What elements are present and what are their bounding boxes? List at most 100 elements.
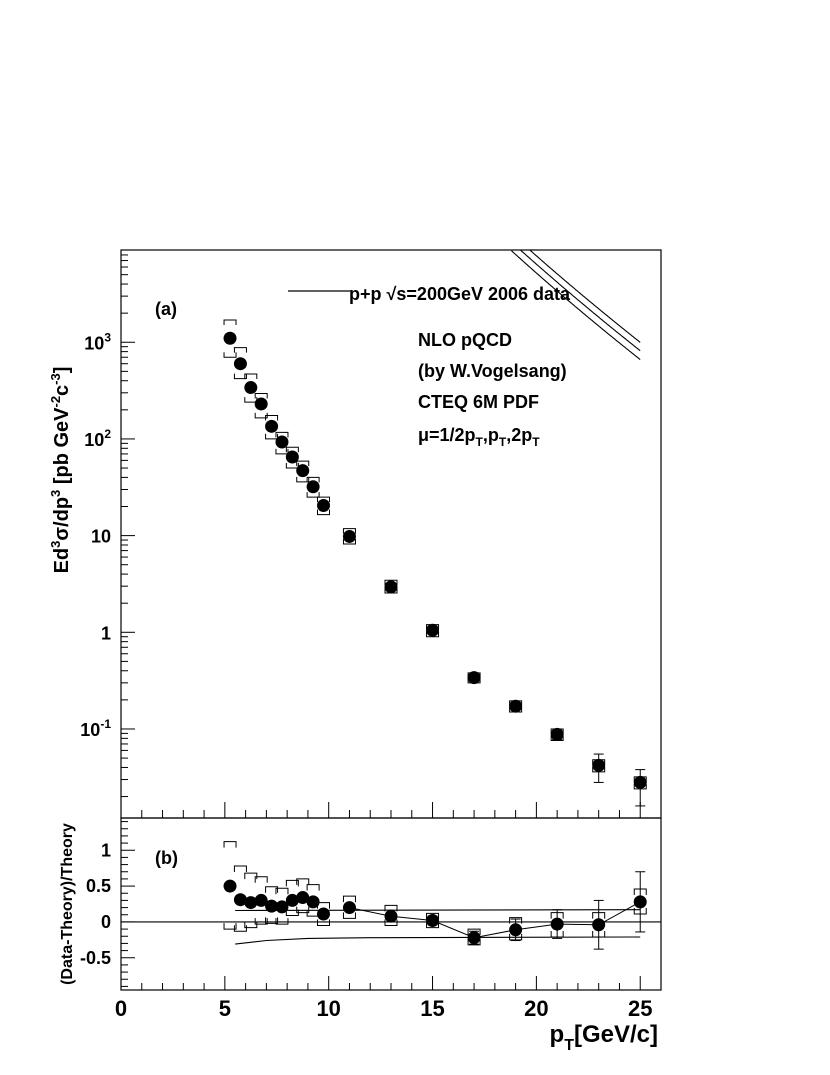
data-point xyxy=(384,580,398,594)
ratio-data-point xyxy=(509,923,523,937)
data-point xyxy=(426,623,440,637)
ratio-sys-bracket-top xyxy=(384,904,398,912)
sqrt-sign: √ xyxy=(387,284,397,304)
ratio-sys-bracket-top xyxy=(244,872,258,880)
panel-b-y-axis-title: (Data-Theory)/Theory xyxy=(59,823,76,985)
y-tick-base: 10 xyxy=(91,527,111,547)
ratio-data-point xyxy=(223,879,237,893)
legend-theory-3: CTEQ 6M PDF xyxy=(418,392,539,412)
ratio-sys-bracket-top xyxy=(509,917,523,924)
panel-b-y-tick-label: 1 xyxy=(101,840,111,860)
panel-a-frame xyxy=(120,249,662,819)
panel-b-y-tick-label: 0 xyxy=(101,912,111,932)
ratio-sys-bracket-bottom xyxy=(426,921,440,929)
sys-error-bracket-top xyxy=(306,476,320,483)
ratio-sys-bracket-top xyxy=(467,928,481,936)
ratio-sys-bracket-top xyxy=(342,895,356,903)
legend: p+p √s=200GeV 2006 data NLO pQCD (by W.V… xyxy=(288,284,571,449)
sys-error-bracket-bottom xyxy=(317,509,330,516)
ratio-sys-bracket-top xyxy=(285,879,299,887)
panel-a-y-tick-label: 102 xyxy=(84,427,111,450)
theory-curve-1 xyxy=(529,249,641,343)
ratio-data-point xyxy=(342,901,356,915)
scale-band-upper xyxy=(235,909,641,912)
scale-sub1: T xyxy=(476,435,484,449)
sys-error-bracket-bottom xyxy=(285,463,299,469)
x-axis-title-sub: T xyxy=(564,1037,574,1054)
ratio-data-point xyxy=(426,913,440,927)
y-tick-base: 10 xyxy=(80,720,100,740)
ya-sup4: -3 xyxy=(48,373,63,385)
sys-error-bracket-top xyxy=(317,496,330,503)
panel-b-y-tick-label: 0.5 xyxy=(86,876,111,896)
ratio-sys-bracket-top xyxy=(254,876,268,883)
sys-error-bracket-top xyxy=(296,460,310,467)
sys-error-bracket-top xyxy=(285,446,299,453)
sys-error-bracket-bottom xyxy=(265,433,279,440)
ratio-sys-bracket-top xyxy=(426,912,440,920)
ratio-data-point xyxy=(317,907,330,921)
sys-error-bracket-top xyxy=(384,579,398,586)
ratio-data-point xyxy=(244,896,258,910)
panel-a-y-axis-title: Ed3σ/dp3 [pb GeV-2c-3] xyxy=(48,367,73,574)
data-point xyxy=(342,529,356,543)
panel-a-label: (a) xyxy=(155,299,177,319)
ratio-data-point xyxy=(467,931,481,945)
data-point xyxy=(275,435,289,449)
ratio-data-point xyxy=(265,899,279,913)
sys-error-bracket-bottom xyxy=(233,373,247,380)
sys-error-bracket-top xyxy=(265,414,279,421)
x-tick-label: 15 xyxy=(420,996,444,1021)
sys-error-bracket-bottom xyxy=(275,448,289,455)
ratio-data-point xyxy=(633,895,647,909)
ratio-sys-bracket-top xyxy=(275,887,289,895)
sys-error-bracket-top xyxy=(233,347,247,353)
panel-b-y-tick-label: -0.5 xyxy=(80,948,111,968)
ya-sup3: -2 xyxy=(48,396,63,408)
legend-data-entry: p+p √s=200GeV 2006 data xyxy=(349,284,571,304)
sys-error-bracket-top xyxy=(254,393,268,399)
data-point xyxy=(306,480,320,494)
data-point xyxy=(265,419,279,433)
x-tick-label: 5 xyxy=(219,996,231,1021)
data-point xyxy=(223,331,237,345)
panel-a-y-tick-label: 1 xyxy=(101,623,111,643)
ratio-data-point xyxy=(306,895,320,909)
scale-t1: =1/2p xyxy=(429,425,476,445)
ya-end: ] xyxy=(51,367,73,374)
scale-band-lower xyxy=(235,936,641,945)
legend-data-post: s=200GeV 2006 data xyxy=(396,284,571,304)
panel-a-y-tick-label: 10 xyxy=(91,527,111,547)
data-point xyxy=(296,464,310,478)
ratio-data-point xyxy=(275,900,289,914)
legend-data-pre: p+p xyxy=(349,284,387,304)
ratio-data-point xyxy=(384,909,398,923)
data-point xyxy=(244,381,258,395)
ratio-connector-line xyxy=(349,901,641,939)
ratio-sys-bracket-bottom xyxy=(265,917,279,924)
y-tick-base: 1 xyxy=(101,623,111,643)
data-point xyxy=(550,727,564,741)
ratio-sys-bracket-bottom xyxy=(467,938,481,946)
x-axis-title: pT[GeV/c] xyxy=(550,1021,658,1054)
data-point xyxy=(592,758,606,772)
y-tick-exponent: 3 xyxy=(104,330,111,344)
ratio-data-point xyxy=(254,893,268,907)
panel-a-y-tick-label: 103 xyxy=(84,330,111,353)
y-tick-exponent: 2 xyxy=(104,427,111,441)
sys-error-bracket-top xyxy=(223,319,237,325)
ratio-data-point xyxy=(233,893,247,907)
ratio-sys-bracket-bottom xyxy=(233,925,247,932)
x-tick-label: 0 xyxy=(115,996,127,1021)
scale-sub2: T xyxy=(499,435,507,449)
data-point xyxy=(317,498,330,512)
x-tick-label: 25 xyxy=(628,996,652,1021)
ratio-sys-bracket-bottom xyxy=(384,919,398,926)
data-point xyxy=(254,397,268,411)
scale-t2: ,p xyxy=(483,425,499,445)
ratio-data-point xyxy=(550,917,564,931)
mu-symbol: μ xyxy=(418,425,429,445)
panel-b-frame xyxy=(120,817,662,991)
